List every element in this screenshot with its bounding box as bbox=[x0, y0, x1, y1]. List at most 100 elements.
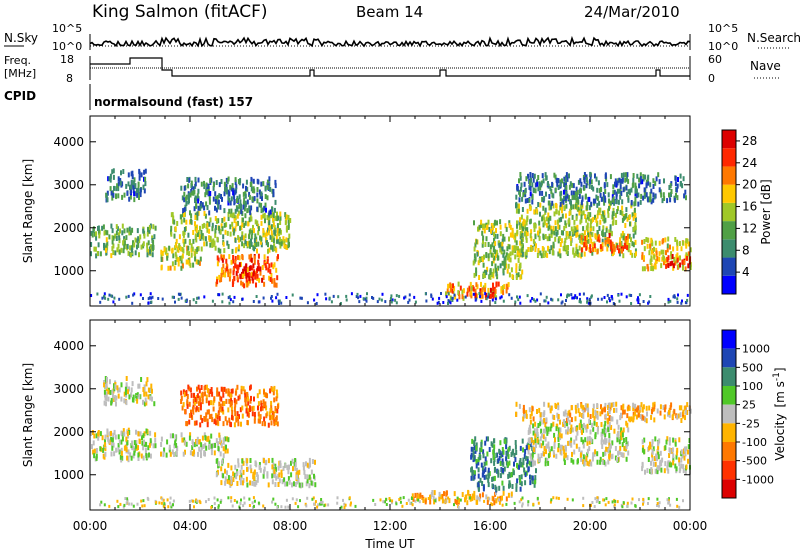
velocity-cell bbox=[475, 459, 478, 464]
power-cell bbox=[570, 190, 573, 196]
velocity-cell bbox=[105, 391, 108, 397]
velocity-cell bbox=[662, 405, 665, 410]
velocity-cell bbox=[482, 449, 485, 455]
power-cell bbox=[147, 301, 150, 305]
power-cell bbox=[575, 215, 578, 221]
power-cell bbox=[137, 181, 140, 187]
velocity-cell bbox=[142, 445, 145, 451]
power-cell bbox=[221, 257, 224, 263]
velocity-cell bbox=[586, 448, 589, 454]
velocity-cell bbox=[493, 475, 496, 481]
velocity-cell bbox=[241, 458, 244, 464]
velocity-cell bbox=[218, 391, 221, 397]
power-cell bbox=[241, 231, 244, 237]
velocity-cell bbox=[595, 412, 598, 418]
velocity-cell bbox=[225, 398, 228, 404]
velocity-cell bbox=[257, 418, 260, 424]
power-cell bbox=[516, 203, 519, 209]
power-cell bbox=[473, 253, 476, 259]
power-cell bbox=[236, 220, 239, 226]
power-cell bbox=[218, 293, 221, 297]
velocity-cell bbox=[215, 458, 218, 464]
power-cell bbox=[601, 230, 604, 236]
velocity-cell bbox=[130, 443, 133, 449]
velocity-cell bbox=[182, 389, 185, 395]
power-cell bbox=[529, 218, 532, 224]
velocity-cell bbox=[482, 453, 485, 459]
power-cell bbox=[603, 296, 606, 299]
velocity-cell bbox=[485, 436, 488, 442]
power-cell bbox=[224, 267, 227, 273]
power-cell bbox=[560, 230, 563, 236]
power-cell bbox=[652, 184, 655, 189]
velocity-cell bbox=[513, 461, 515, 467]
power-cell bbox=[196, 232, 199, 237]
power-cell bbox=[600, 214, 603, 220]
power-cell bbox=[680, 246, 683, 252]
velocity-cell bbox=[582, 422, 585, 428]
velocity-cell bbox=[567, 416, 570, 422]
velocity-cell bbox=[142, 433, 145, 439]
power-cell bbox=[129, 230, 132, 236]
velocity-cell bbox=[257, 411, 260, 417]
power-cell bbox=[278, 236, 281, 242]
velocity-cell bbox=[483, 499, 486, 503]
power-cell bbox=[673, 197, 676, 203]
power-cell bbox=[673, 295, 676, 299]
velocity-cell bbox=[217, 505, 220, 509]
power-cell bbox=[550, 232, 553, 238]
power-cell bbox=[684, 189, 687, 195]
power-cell bbox=[630, 294, 633, 297]
velocity-cell bbox=[559, 427, 562, 433]
power-cell bbox=[177, 292, 180, 296]
power-cell bbox=[222, 263, 225, 269]
velocity-cell bbox=[237, 416, 239, 422]
velocity-cell bbox=[557, 405, 560, 411]
power-cell bbox=[91, 232, 94, 238]
power-cell bbox=[558, 217, 561, 223]
velocity-cell bbox=[616, 419, 619, 425]
velocity-cell bbox=[634, 411, 637, 417]
power-cell bbox=[669, 244, 671, 250]
power-cell bbox=[494, 263, 497, 269]
velocity-cell bbox=[626, 413, 629, 419]
velocity-cell bbox=[108, 504, 111, 508]
power-cell bbox=[189, 192, 192, 198]
power-cell bbox=[217, 204, 220, 210]
velocity-cell bbox=[251, 406, 254, 412]
power-cell bbox=[248, 266, 251, 271]
power-cell bbox=[356, 292, 359, 296]
velocity-cell bbox=[554, 402, 557, 408]
power-cell bbox=[607, 208, 610, 214]
power-cell bbox=[192, 238, 195, 244]
power-cell bbox=[196, 211, 199, 217]
power-cell bbox=[480, 223, 482, 228]
velocity-cell bbox=[143, 391, 146, 397]
power-cell bbox=[621, 230, 624, 236]
power-cell bbox=[585, 245, 588, 251]
power-cell bbox=[617, 205, 619, 211]
power-cell bbox=[223, 181, 226, 187]
power-cell bbox=[132, 184, 135, 190]
power-cell bbox=[275, 296, 278, 300]
power-cell bbox=[179, 255, 182, 261]
velocity-cell bbox=[222, 437, 225, 443]
power-cell bbox=[118, 238, 121, 244]
power-cell bbox=[621, 205, 624, 211]
power-cell bbox=[131, 244, 134, 250]
velocity-cell bbox=[615, 401, 618, 407]
power-cell bbox=[215, 218, 218, 224]
velocity-cell bbox=[117, 434, 120, 440]
power-cell bbox=[554, 174, 557, 180]
time-axis-label: Time UT bbox=[364, 537, 415, 551]
velocity-cell bbox=[571, 427, 574, 433]
velocity-cell bbox=[618, 449, 621, 455]
power-cell bbox=[588, 216, 591, 222]
power-cell bbox=[267, 242, 269, 248]
power-cell bbox=[325, 297, 328, 301]
power-cell bbox=[190, 213, 193, 219]
power-cell bbox=[524, 198, 527, 204]
power-cell bbox=[606, 300, 608, 304]
power-cell bbox=[267, 248, 269, 254]
power-cell bbox=[244, 202, 247, 208]
